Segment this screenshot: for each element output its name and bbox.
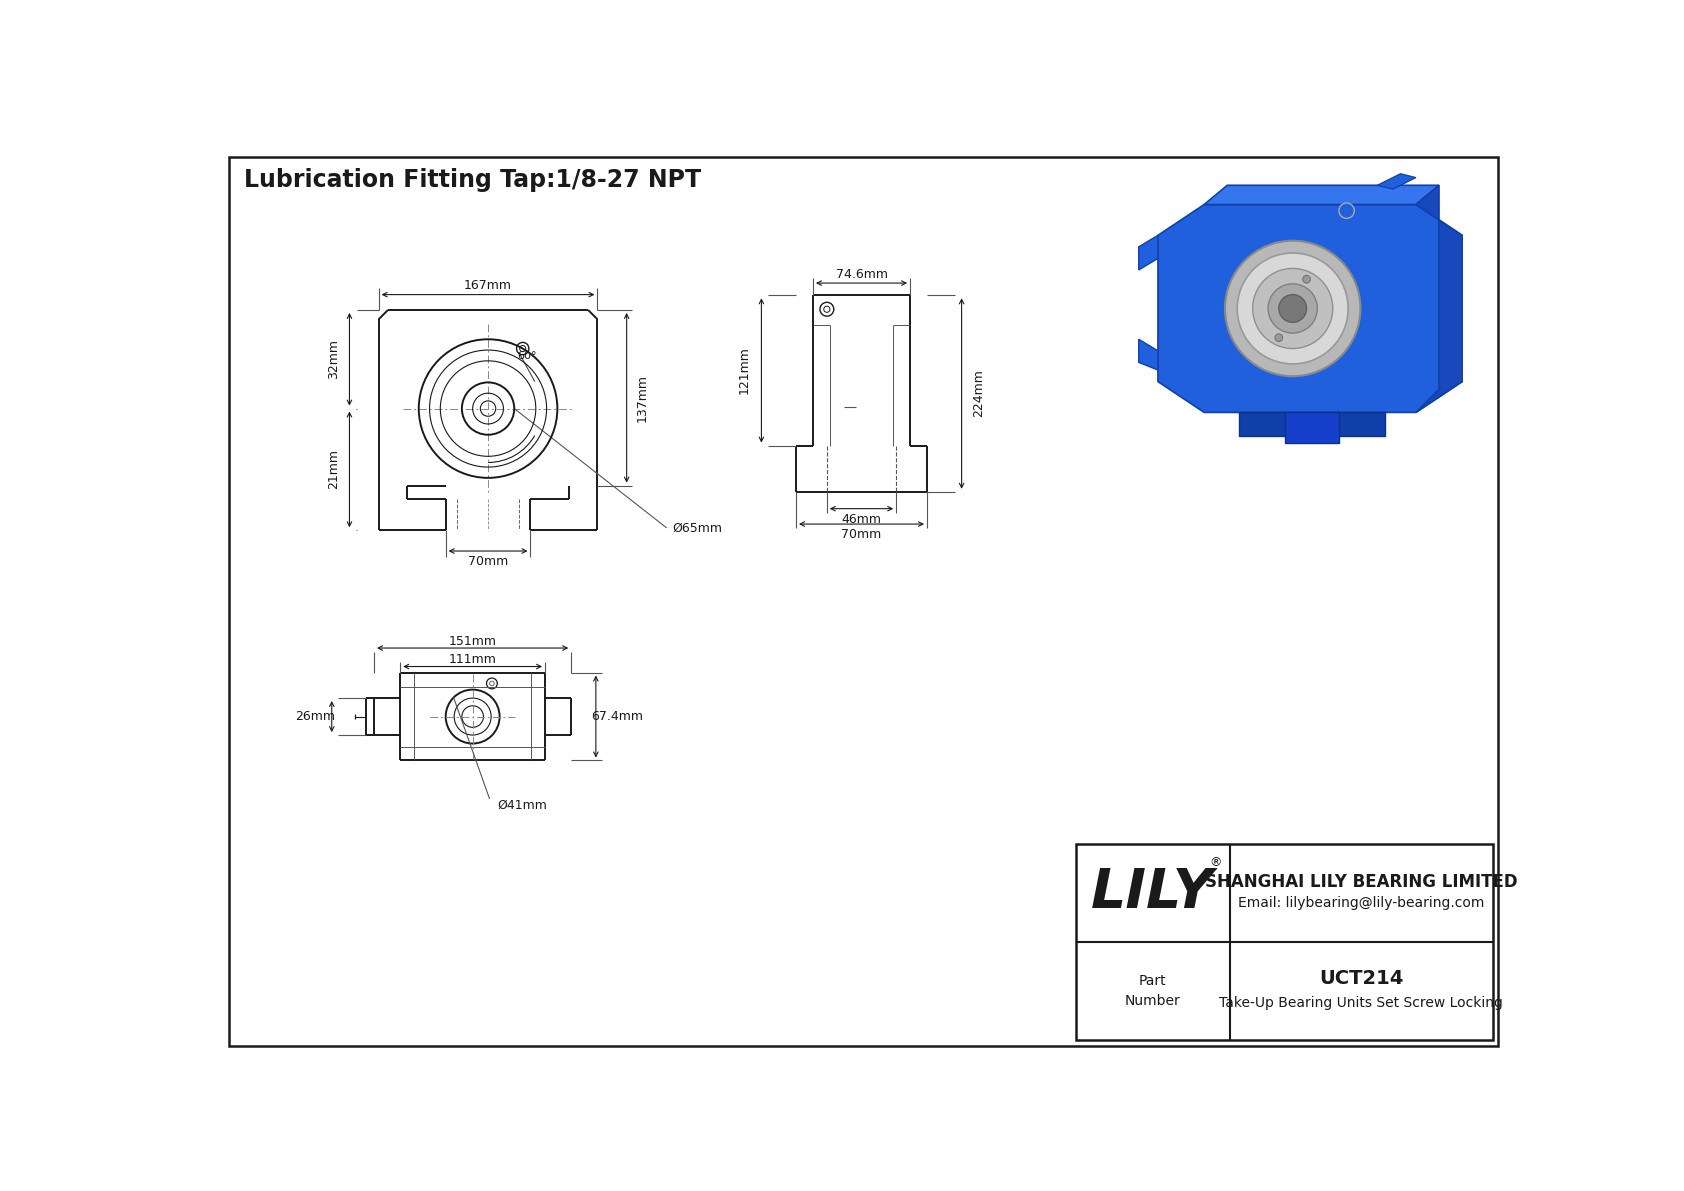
Text: ®: ® [1209, 856, 1223, 869]
Polygon shape [1378, 174, 1416, 189]
Text: Part
Number: Part Number [1125, 973, 1180, 1009]
Text: UCT214: UCT214 [1319, 969, 1403, 989]
Polygon shape [1159, 205, 1462, 412]
Text: 224mm: 224mm [972, 369, 985, 418]
Text: 46mm: 46mm [842, 513, 881, 526]
Text: 67.4mm: 67.4mm [591, 710, 643, 723]
Circle shape [1278, 294, 1307, 323]
Polygon shape [1138, 236, 1159, 270]
Bar [1076, 843, 1494, 1040]
Text: 60°: 60° [517, 351, 536, 361]
Text: LILY: LILY [1091, 866, 1214, 919]
Text: Email: lilybearing@lily-bearing.com: Email: lilybearing@lily-bearing.com [1238, 897, 1484, 910]
Text: SHANGHAI LILY BEARING LIMITED: SHANGHAI LILY BEARING LIMITED [1206, 873, 1517, 891]
Circle shape [1275, 333, 1283, 342]
Circle shape [1339, 202, 1354, 218]
Circle shape [1268, 283, 1317, 333]
Text: 137mm: 137mm [635, 374, 648, 422]
Circle shape [1224, 241, 1361, 376]
Text: 74.6mm: 74.6mm [835, 268, 887, 281]
Text: Lubrication Fitting Tap:1/8-27 NPT: Lubrication Fitting Tap:1/8-27 NPT [244, 168, 701, 192]
Polygon shape [1239, 412, 1386, 436]
Text: 26mm: 26mm [295, 710, 335, 723]
Text: 70mm: 70mm [468, 555, 509, 568]
Text: 70mm: 70mm [842, 529, 882, 542]
Text: Take-Up Bearing Units Set Screw Locking: Take-Up Bearing Units Set Screw Locking [1219, 996, 1504, 1010]
Text: Ø41mm: Ø41mm [497, 799, 547, 811]
Text: 21mm: 21mm [328, 449, 340, 490]
Polygon shape [1285, 412, 1339, 443]
Text: 121mm: 121mm [738, 347, 751, 394]
Circle shape [1303, 275, 1310, 283]
Polygon shape [1416, 186, 1462, 412]
Circle shape [1238, 252, 1349, 364]
Text: 167mm: 167mm [465, 279, 512, 292]
Text: Ø65mm: Ø65mm [672, 522, 722, 535]
Polygon shape [1138, 339, 1159, 370]
Text: 111mm: 111mm [448, 653, 497, 666]
Text: 151mm: 151mm [448, 635, 497, 648]
Text: 32mm: 32mm [328, 339, 340, 379]
Circle shape [1253, 268, 1332, 349]
Polygon shape [1204, 186, 1440, 205]
